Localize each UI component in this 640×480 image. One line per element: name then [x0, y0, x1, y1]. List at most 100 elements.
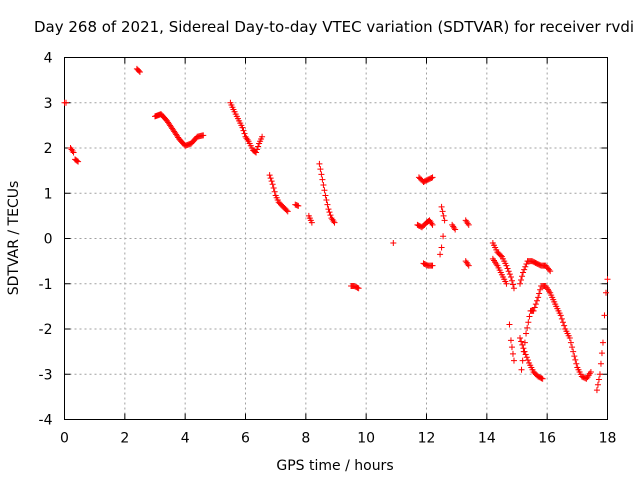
data-point [593, 387, 600, 394]
y-axis-label: SDTVAR / TECUs [6, 181, 22, 296]
x-tick-label: 4 [181, 431, 190, 447]
data-point [573, 360, 580, 367]
data-point [266, 172, 273, 179]
data-point [601, 312, 608, 319]
data-point [597, 360, 604, 367]
data-point [599, 339, 606, 346]
chart-title: Day 268 of 2021, Sidereal Day-to-day VTE… [34, 18, 634, 36]
data-point [503, 280, 510, 287]
data-point [587, 368, 594, 375]
data-point [324, 201, 331, 208]
y-tick-label: 2 [44, 141, 53, 157]
data-point [428, 174, 435, 181]
data-point [604, 276, 611, 283]
data-point [509, 350, 516, 357]
data-point [508, 344, 515, 351]
data-point [354, 284, 361, 291]
data-point [594, 381, 601, 388]
data-point [505, 268, 512, 275]
x-tick-labels: 0 2 4 6 8 10 12 14 16 18 [60, 431, 616, 447]
y-tick-label: -1 [39, 277, 53, 293]
data-point [526, 313, 533, 320]
data-point [522, 351, 529, 358]
data-point [518, 276, 525, 283]
data-point [547, 268, 554, 275]
data-point [558, 315, 565, 322]
data-point [557, 312, 564, 319]
x-tick-label: 6 [241, 431, 250, 447]
data-point [524, 357, 531, 364]
x-tick-label: 18 [599, 431, 617, 447]
data-point [519, 341, 526, 348]
y-tick-label: 0 [44, 232, 53, 248]
data-point [323, 197, 330, 204]
data-point [519, 273, 526, 280]
data-point [269, 181, 276, 188]
data-point [531, 304, 538, 311]
data-point [517, 335, 524, 342]
data-point [271, 188, 278, 195]
data-point [519, 357, 526, 364]
data-point [70, 149, 77, 156]
data-point [567, 339, 574, 346]
data-point [524, 324, 531, 331]
data-point [441, 217, 448, 224]
data-point [537, 286, 544, 293]
data-point [63, 99, 70, 106]
grid-lines [64, 57, 608, 420]
x-tick-label: 14 [478, 431, 496, 447]
data-point [595, 376, 602, 383]
data-point [522, 263, 529, 270]
x-tick-label: 12 [418, 431, 436, 447]
data-point [439, 208, 446, 215]
data-point [598, 350, 605, 357]
x-tick-label: 8 [301, 431, 310, 447]
data-point [525, 319, 532, 326]
data-point [75, 158, 82, 165]
data-point [429, 221, 436, 228]
data-point [253, 149, 260, 156]
data-point [569, 344, 576, 351]
data-points [61, 65, 611, 394]
data-point [326, 209, 333, 216]
data-point [259, 133, 266, 140]
data-point [320, 181, 327, 188]
data-point [602, 289, 609, 296]
data-point [322, 192, 329, 199]
x-tick-label: 16 [538, 431, 556, 447]
data-point [507, 273, 514, 280]
data-point [536, 290, 543, 297]
data-point [506, 271, 513, 278]
data-point [523, 354, 530, 361]
data-point [517, 280, 524, 287]
data-point [509, 281, 516, 288]
data-point [507, 337, 514, 344]
data-point [355, 285, 362, 292]
data-point [437, 251, 444, 258]
data-point [465, 262, 472, 269]
data-point [520, 269, 527, 276]
data-point [284, 208, 291, 215]
x-tick-label: 0 [60, 431, 69, 447]
data-point [254, 146, 261, 153]
data-point [521, 348, 528, 355]
data-point [308, 219, 315, 226]
data-point [452, 226, 459, 233]
data-point [561, 322, 568, 329]
data-point [539, 375, 546, 382]
data-point [200, 132, 207, 139]
y-tick-label: -2 [39, 322, 53, 338]
y-tick-label: -4 [39, 413, 53, 429]
data-point [438, 203, 445, 210]
data-point [465, 221, 472, 228]
data-point [533, 297, 540, 304]
data-point [327, 212, 334, 219]
data-point [572, 356, 579, 363]
data-point [429, 262, 436, 269]
x-axis-label: GPS time / hours [276, 458, 393, 474]
data-point [508, 277, 515, 284]
data-point [429, 174, 436, 181]
x-tick-label: 2 [120, 431, 129, 447]
data-point [523, 330, 530, 337]
